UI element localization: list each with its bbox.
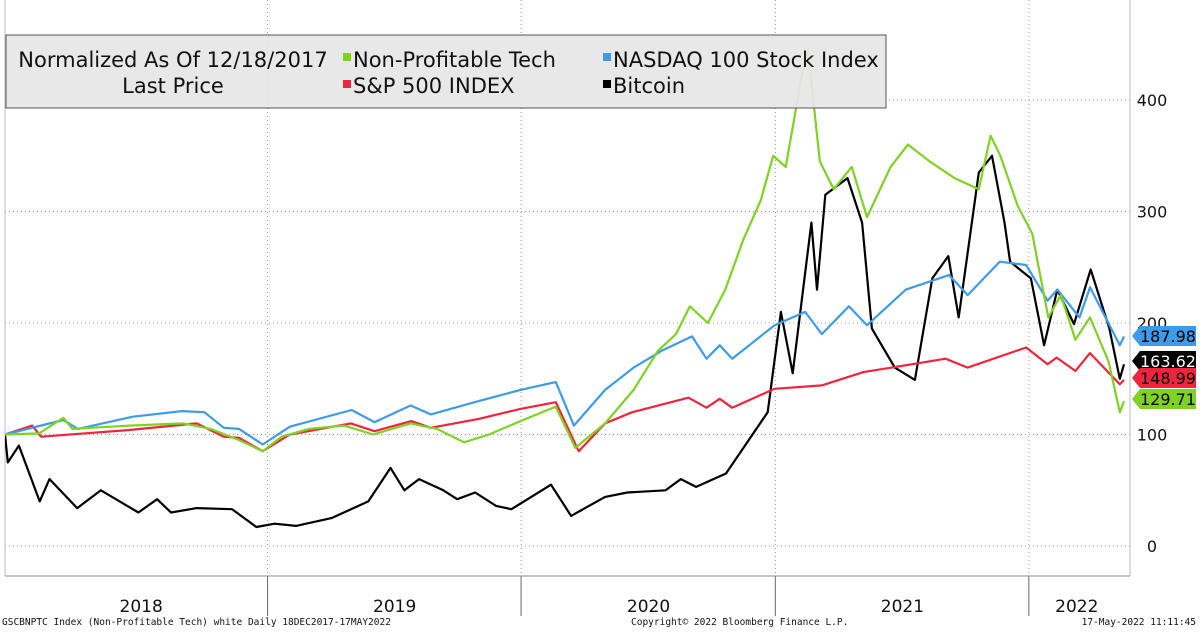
- last-value-tag-non-profitable-tech: 129.71: [1132, 389, 1196, 409]
- legend-box: [5, 34, 887, 109]
- x-tick-label-2021: 2021: [881, 597, 924, 617]
- series-line-non-profitable-tech: [5, 48, 1126, 453]
- legend-title: Normalized As Of 12/18/2017: [18, 48, 327, 72]
- last-value-tag-text: 148.99: [1140, 369, 1196, 388]
- x-tick-label-2019: 2019: [373, 597, 416, 617]
- last-value-tag-bg: [1132, 351, 1196, 371]
- x-tick-label-2020: 2020: [627, 597, 670, 617]
- footer-timestamp: 17-May-2022 11:11:45: [1081, 617, 1196, 628]
- legend-swatch-sp-500: [343, 80, 351, 88]
- legend-label-non-profitable-tech: Non-Profitable Tech: [353, 48, 556, 72]
- y-tick-label-400: 400: [1137, 91, 1168, 110]
- legend-swatch-nasdaq-100: [603, 53, 611, 61]
- legend-label-nasdaq-100: NASDAQ 100 Stock Index: [613, 48, 879, 72]
- legend: Normalized As Of 12/18/2017 Last Price N…: [5, 34, 887, 109]
- legend-label-bitcoin: Bitcoin: [613, 74, 685, 98]
- footer-copyright: Copyright© 2022 Bloomberg Finance L.P.: [631, 617, 849, 628]
- legend-label-sp-500: S&P 500 INDEX: [353, 74, 515, 98]
- last-value-tag-text: 163.62: [1140, 352, 1196, 371]
- legend-subtitle: Last Price: [122, 74, 224, 98]
- x-tick-label-2018: 2018: [120, 597, 163, 617]
- footer-ticker-info: GSCBNPTC Index (Non-Profitable Tech) whi…: [2, 617, 391, 628]
- x-tick-label-2022: 2022: [1055, 597, 1098, 617]
- series-line-nasdaq-100-stock-index: [5, 260, 1125, 446]
- y-tick-label-0: 0: [1147, 537, 1157, 556]
- x-tick-labels: 2018 2019 2020 2021 2022: [120, 597, 1099, 617]
- series-lines: [5, 48, 1126, 529]
- last-value-tag-nasdaq-100-stock-index: 187.98: [1132, 326, 1196, 346]
- last-value-tag-bg: [1132, 389, 1196, 409]
- axes: [4, 0, 1131, 577]
- last-value-tag-bg: [1132, 326, 1196, 346]
- y-tick-label-300: 300: [1137, 203, 1168, 222]
- last-value-tag-bg: [1132, 368, 1196, 388]
- last-value-tag-text: 187.98: [1140, 327, 1196, 346]
- y-tick-label-100: 100: [1137, 426, 1168, 445]
- series-line-s-p-500-index: [5, 346, 1125, 453]
- legend-swatch-bitcoin: [603, 80, 611, 88]
- legend-swatch-non-profitable-tech: [343, 53, 351, 61]
- last-value-tag-bitcoin: 163.62: [1132, 351, 1196, 371]
- last-value-tag-s-p-500-index: 148.99: [1132, 368, 1196, 388]
- last-value-tag-text: 129.71: [1140, 390, 1196, 409]
- series-line-bitcoin: [5, 154, 1126, 529]
